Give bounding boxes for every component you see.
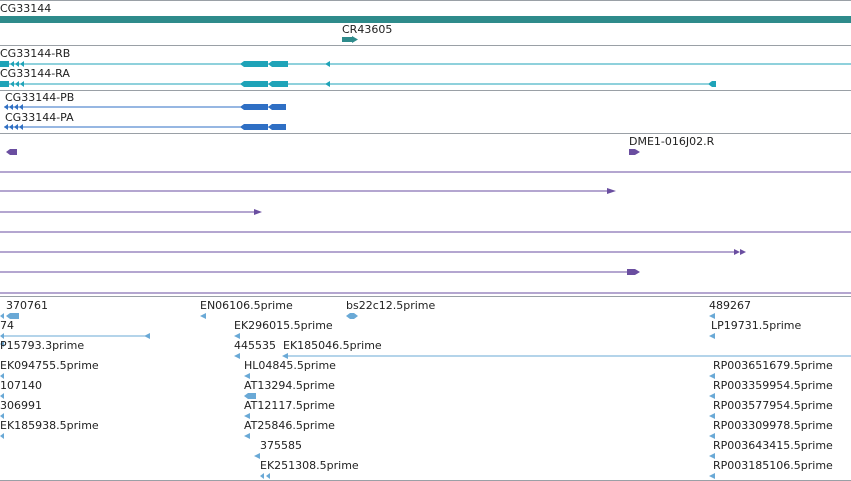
est-label[interactable]: AT25846.5prime	[244, 419, 335, 432]
gene-bar[interactable]	[0, 16, 851, 23]
transcript-rb[interactable]	[0, 61, 851, 67]
transcript-label-rb[interactable]: CG33144-RB	[0, 47, 71, 60]
est-label[interactable]: RP003309978.5prime	[713, 419, 833, 432]
est-label[interactable]: RP003577954.5prime	[713, 399, 833, 412]
est-label[interactable]: 306991	[0, 399, 42, 412]
protein-pa[interactable]	[4, 124, 286, 130]
est-label[interactable]: RP003651679.5prime	[713, 359, 833, 372]
transcript-ra[interactable]	[0, 81, 716, 87]
est-label[interactable]: EN06106.5prime	[200, 299, 293, 312]
est-label[interactable]: 370761	[6, 299, 48, 312]
est-label[interactable]: LP19731.5prime	[711, 319, 802, 332]
clone-label[interactable]: DME1-016J02.R	[629, 135, 715, 148]
est-label[interactable]: RP003359954.5prime	[713, 379, 833, 392]
track-separator	[0, 133, 851, 134]
est-label[interactable]: 489267	[709, 299, 751, 312]
est-label[interactable]: bs22c12.5prime	[346, 299, 436, 312]
est-label[interactable]: P15793.3prime	[0, 339, 85, 352]
protein-pb[interactable]	[4, 104, 286, 110]
clone-features[interactable]	[0, 149, 851, 294]
est-label[interactable]: RP003185106.5prime	[713, 459, 833, 472]
est-features[interactable]	[0, 313, 851, 479]
est-label[interactable]: 74	[0, 319, 14, 332]
ncrna-label[interactable]: CR43605	[342, 23, 393, 36]
est-label[interactable]: AT13294.5prime	[244, 379, 335, 392]
ncrna-arrow-icon	[352, 36, 358, 43]
transcript-label-ra[interactable]: CG33144-RA	[0, 67, 70, 80]
est-label[interactable]: EK296015.5prime	[234, 319, 333, 332]
est-label[interactable]: EK094755.5prime	[0, 359, 99, 372]
track-separator	[0, 0, 851, 1]
est-label[interactable]: 375585	[260, 439, 302, 452]
est-label[interactable]: 107140	[0, 379, 42, 392]
est-label[interactable]: RP003643415.5prime	[713, 439, 833, 452]
est-label[interactable]: EK185046.5prime	[283, 339, 382, 352]
est-label[interactable]: EK185938.5prime	[0, 419, 99, 432]
est-label[interactable]: HL04845.5prime	[244, 359, 336, 372]
est-label[interactable]: 445535	[234, 339, 276, 352]
track-separator	[0, 296, 851, 297]
track-separator	[0, 90, 851, 91]
est-label[interactable]: EK251308.5prime	[260, 459, 359, 472]
transcript-label-pb[interactable]: CG33144-PB	[5, 91, 75, 104]
gene-label[interactable]: CG33144	[0, 2, 52, 15]
transcript-label-pa[interactable]: CG33144-PA	[5, 111, 74, 124]
est-label[interactable]: AT12117.5prime	[244, 399, 335, 412]
ncrna-feature[interactable]	[342, 37, 352, 42]
track-separator	[0, 45, 851, 46]
